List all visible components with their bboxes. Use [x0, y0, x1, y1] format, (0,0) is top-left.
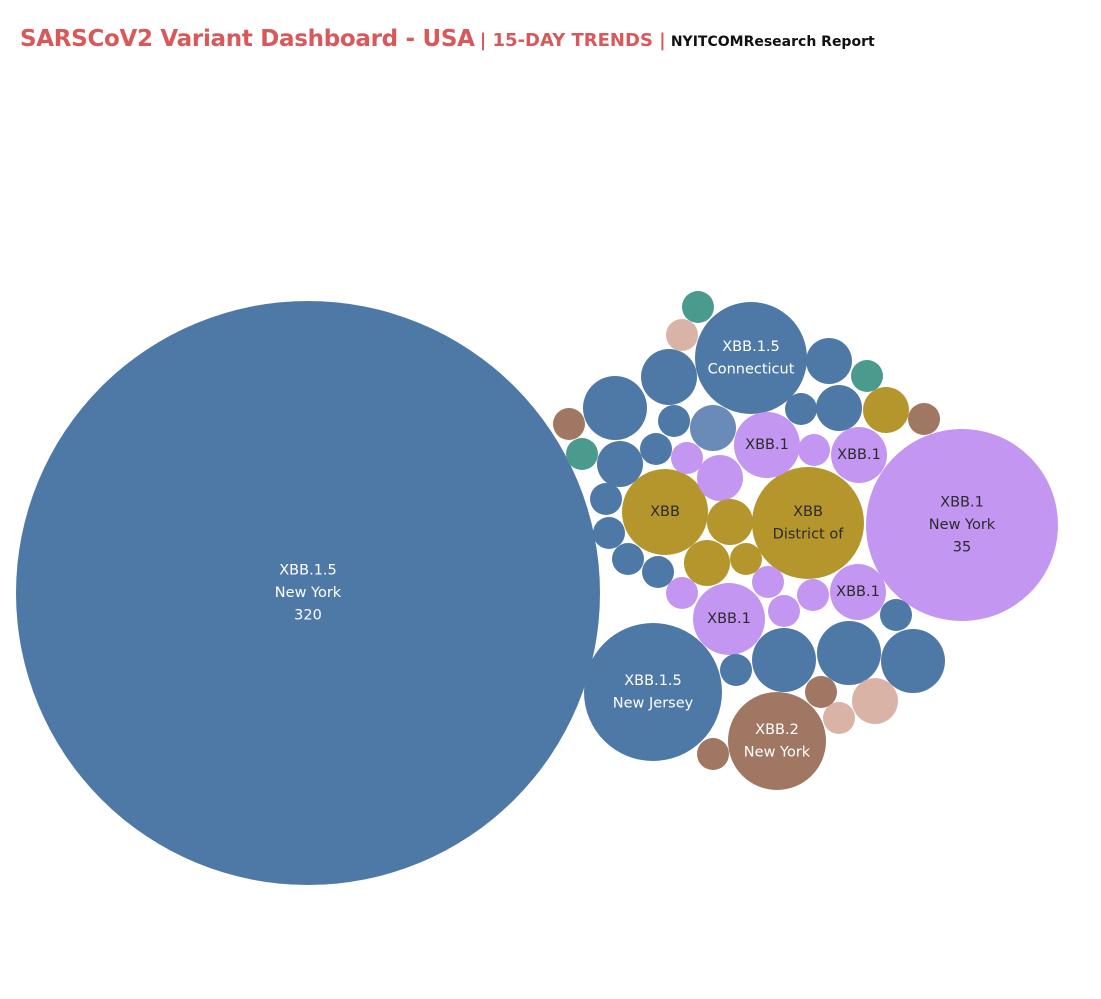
bubble-xbb-2[interactable] [805, 676, 837, 708]
bubble-xbb-1[interactable] [693, 583, 765, 655]
bubble-xbb-1-5[interactable] [720, 654, 752, 686]
bubble-teal[interactable] [566, 438, 598, 470]
bubble-label: XBB.1 [707, 611, 751, 627]
bubble-xbb-1-5-light[interactable] [690, 405, 736, 451]
bubble-label: XBB.1 [940, 495, 984, 511]
bubble-xbb-2[interactable] [553, 408, 585, 440]
bubble-xbb-1-5[interactable] [593, 517, 625, 549]
bubble-xbb-1[interactable] [866, 429, 1058, 621]
bubble-label: 320 [294, 608, 322, 624]
bubble-label: New York [744, 744, 811, 760]
bubble-label: XBB.1.5 [279, 563, 337, 579]
bubble-label: XBB.1 [837, 447, 881, 463]
bubble-peach[interactable] [666, 319, 698, 351]
bubble-xbb[interactable] [863, 387, 909, 433]
bubble-xbb-1-5[interactable] [817, 621, 881, 685]
bubble-xbb-1[interactable] [752, 566, 784, 598]
bubble-label: XBB [650, 504, 680, 520]
bubble-xbb-1[interactable] [797, 579, 829, 611]
bubble-label: XBB.1 [745, 437, 789, 453]
bubble-label: 35 [953, 540, 971, 556]
bubble-xbb[interactable] [684, 540, 730, 586]
bubble-xbb-1-5[interactable] [584, 623, 722, 761]
bubble-label: New York [275, 585, 342, 601]
bubble-xbb-1[interactable] [697, 455, 743, 501]
bubble-xbb-1-5[interactable] [583, 376, 647, 440]
bubble-xbb-1-5[interactable] [806, 338, 852, 384]
bubble-xbb-1-5[interactable] [695, 302, 807, 414]
bubble-xbb[interactable] [730, 543, 762, 575]
bubble-xbb[interactable] [752, 467, 864, 579]
bubble-xbb-1[interactable] [831, 427, 887, 483]
bubble-label: XBB [793, 504, 823, 520]
dashboard-header: SARSCoV2 Variant Dashboard - USA | 15-DA… [20, 26, 875, 52]
bubble-xbb-1-5[interactable] [816, 385, 862, 431]
bubble-label: New Jersey [613, 695, 694, 711]
bubble-label: Connecticut [708, 361, 795, 377]
bubble-xbb-1[interactable] [768, 595, 800, 627]
bubble-xbb-1[interactable] [671, 442, 703, 474]
bubble-xbb-1-5[interactable] [658, 405, 690, 437]
dashboard-title: SARSCoV2 Variant Dashboard - USA [20, 26, 475, 52]
bubble-xbb-1-5[interactable] [642, 556, 674, 588]
bubble-xbb-1[interactable] [734, 412, 800, 478]
bubble-xbb[interactable] [622, 469, 708, 555]
bubble-xbb[interactable] [707, 499, 753, 545]
bubble-xbb-1[interactable] [830, 564, 886, 620]
bubble-xbb-2[interactable] [697, 738, 729, 770]
bubble-label: New York [929, 517, 996, 533]
bubble-xbb-2[interactable] [728, 692, 826, 790]
bubble-xbb-1[interactable] [798, 434, 830, 466]
bubble-xbb-1-5[interactable] [641, 349, 697, 405]
bubble-xbb-1-5[interactable] [881, 629, 945, 693]
bubble-peach[interactable] [852, 678, 898, 724]
bubble-peach[interactable] [823, 702, 855, 734]
bubble-label: District of [773, 526, 845, 542]
bubble-label: XBB.1 [836, 584, 880, 600]
bubble-label: XBB.2 [755, 722, 799, 738]
bubble-xbb-1-5[interactable] [612, 543, 644, 575]
dashboard-subtitle: | 15-DAY TRENDS | [479, 30, 666, 51]
bubble-xbb-1-5[interactable] [752, 628, 816, 692]
bubble-xbb-1-5[interactable] [597, 441, 643, 487]
bubble-xbb-1[interactable] [666, 577, 698, 609]
bubble-teal[interactable] [682, 291, 714, 323]
bubble-xbb-1-5[interactable] [590, 483, 622, 515]
bubble-label: XBB.1.5 [722, 339, 780, 355]
report-label: NYITCOMResearch Report [670, 34, 875, 50]
bubble-xbb-1-5[interactable] [640, 433, 672, 465]
bubble-xbb-1-5[interactable] [880, 599, 912, 631]
bubble-teal[interactable] [851, 360, 883, 392]
bubble-xbb-2[interactable] [908, 403, 940, 435]
bubble-label: XBB.1.5 [624, 673, 682, 689]
bubble-xbb-1-5[interactable] [785, 393, 817, 425]
bubble-xbb-1-5[interactable] [16, 301, 600, 885]
